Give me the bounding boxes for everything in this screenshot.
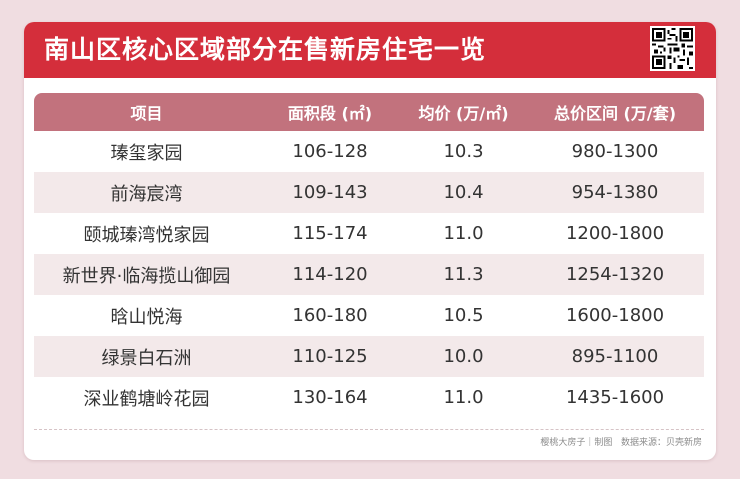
area-range: 115-174 [292,223,368,244]
total-price-range: 895-1100 [526,336,704,377]
table-row: 前海宸湾 109-143 10.4 954-1380 [34,172,704,213]
listing-table: 项目 面积段 (㎡) 均价 (万/㎡) 总价区间 (万/套) 瑧玺家园 106-… [34,93,704,418]
area-range: 110-125 [259,336,401,377]
table-row: 新世界·临海揽山御园 114-120 11.3 1254-1320 [34,254,704,295]
qr-code-icon [650,26,695,71]
page-title: 南山区核心区域部分在售新房住宅一览 [44,35,487,64]
area-range: 106-128 [292,141,368,162]
project-name: 颐城瑧湾悦家园 [83,224,210,246]
table-row: 深业鹤塘岭花园 130-164 11.0 1435-1600 [34,377,704,418]
header-area: 面积段 (㎡) [259,93,401,131]
table-header-row: 项目 面积段 (㎡) 均价 (万/㎡) 总价区间 (万/套) [34,93,704,131]
project-name: 新世界·临海揽山御园 [34,254,259,295]
header-project: 项目 [34,93,259,131]
footer-credit: 樱桃大房子｜制图 [540,438,613,448]
avg-price: 10.4 [401,172,526,213]
project-name: 绿景白石洲 [34,336,259,377]
area-range: 160-180 [292,305,368,326]
table-row: 颐城瑧湾悦家园 115-174 11.0 1200-1800 [34,213,704,254]
project-name: 晗山悦海 [110,306,183,328]
info-card: 南山区核心区域部分在售新房住宅一览 [24,22,716,460]
project-name: 前海宸湾 [34,172,259,213]
avg-price: 11.0 [443,387,484,408]
total-price-range: 954-1380 [526,172,704,213]
header-avg-price: 均价 (万/㎡) [401,93,526,131]
table-row: 绿景白石洲 110-125 10.0 895-1100 [34,336,704,377]
header-total-price: 总价区间 (万/套) [526,93,704,131]
area-range: 114-120 [259,254,401,295]
avg-price: 11.0 [443,223,484,244]
area-range: 130-164 [292,387,368,408]
footer-divider [34,429,704,430]
total-price-range: 1600-1800 [565,305,665,326]
avg-price: 10.5 [443,305,484,326]
total-price-range: 980-1300 [571,141,659,162]
footer-source: 数据来源：贝壳新房 [620,438,702,448]
avg-price: 11.3 [401,254,526,295]
project-name: 深业鹤塘岭花园 [83,388,210,410]
table-row: 晗山悦海 160-180 10.5 1600-1800 [34,295,704,336]
total-price-range: 1435-1600 [565,387,665,408]
table-row: 瑧玺家园 106-128 10.3 980-1300 [34,131,704,172]
avg-price: 10.0 [401,336,526,377]
area-range: 109-143 [259,172,401,213]
title-banner: 南山区核心区域部分在售新房住宅一览 [24,22,716,78]
footer-note: 樱桃大房子｜制图 数据来源：贝壳新房 [540,435,702,448]
avg-price: 10.3 [443,141,484,162]
total-price-range: 1254-1320 [526,254,704,295]
total-price-range: 1200-1800 [565,223,665,244]
project-name: 瑧玺家园 [110,142,183,164]
